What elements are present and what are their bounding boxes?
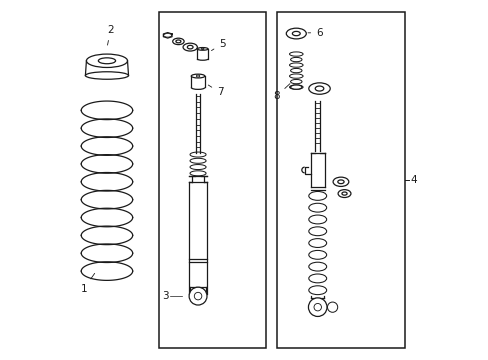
Ellipse shape [191,74,204,78]
Ellipse shape [332,177,348,186]
Text: 2: 2 [107,25,114,45]
Text: 8: 8 [273,84,289,101]
Ellipse shape [172,38,184,45]
Bar [276,12,405,348]
Ellipse shape [290,80,302,84]
Ellipse shape [308,215,326,224]
Ellipse shape [308,274,326,283]
Ellipse shape [290,58,302,62]
Circle shape [308,298,326,316]
Text: 1: 1 [80,273,95,294]
Text: 7: 7 [208,85,223,98]
Ellipse shape [308,227,326,236]
Ellipse shape [285,28,305,39]
Ellipse shape [337,190,350,198]
Text: 3: 3 [163,291,169,301]
Ellipse shape [308,83,329,94]
Ellipse shape [308,239,326,247]
Ellipse shape [183,43,197,51]
Ellipse shape [308,192,326,200]
Text: 4: 4 [410,175,417,185]
Ellipse shape [290,68,302,73]
Circle shape [327,302,337,312]
Ellipse shape [289,85,303,89]
Ellipse shape [289,52,303,56]
Text: 5: 5 [211,39,225,51]
Text: 6: 6 [307,28,322,38]
Ellipse shape [289,74,303,78]
Circle shape [189,287,206,305]
Ellipse shape [308,262,326,271]
Ellipse shape [290,85,302,89]
Ellipse shape [308,251,326,259]
Ellipse shape [289,63,303,67]
Bar [159,12,265,348]
Ellipse shape [197,48,207,50]
Ellipse shape [308,286,326,294]
Ellipse shape [308,203,326,212]
